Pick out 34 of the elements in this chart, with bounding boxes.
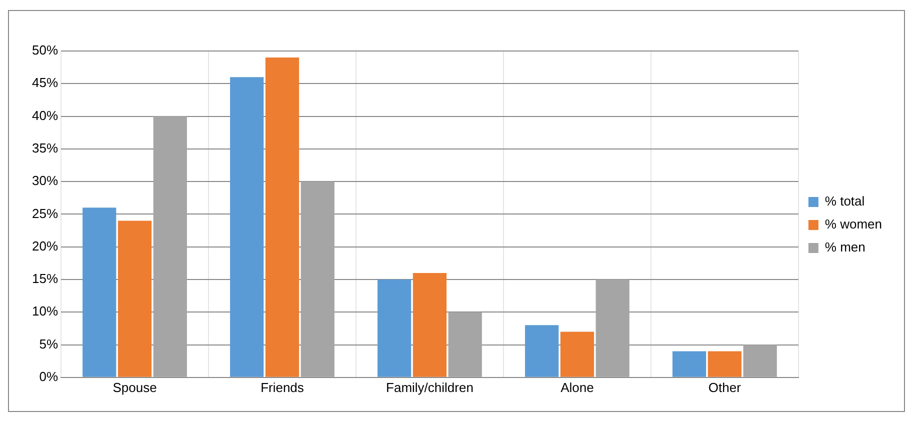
x-tick-label: Other [708, 380, 742, 395]
bar [378, 279, 412, 377]
legend-label: % total [824, 194, 865, 209]
y-tick-label: 25% [32, 206, 58, 221]
legend-label: % men [824, 240, 866, 255]
y-tick-label: 40% [32, 108, 58, 123]
bar [412, 272, 447, 377]
y-tick-label: 35% [32, 140, 58, 156]
bar [672, 351, 706, 377]
bar [743, 344, 777, 377]
y-tick-label: 50% [32, 42, 58, 58]
y-tick-label: 45% [32, 75, 58, 90]
bar [524, 325, 559, 377]
y-tick-label: 30% [32, 173, 58, 188]
y-tick-label: 20% [32, 238, 58, 254]
y-tick-label: 0% [39, 368, 58, 384]
bar [230, 77, 264, 377]
x-tick-label: Spouse [112, 380, 157, 395]
bar [708, 351, 742, 377]
bar [448, 312, 482, 377]
x-tick-label: Friends [260, 380, 304, 395]
y-tick-label: 5% [39, 336, 58, 352]
bar [300, 182, 334, 377]
bar [118, 220, 152, 377]
bar [596, 279, 630, 377]
bar [82, 208, 116, 377]
y-tick-label: 15% [32, 271, 58, 286]
x-tick-label: Family/children [386, 380, 474, 395]
bar [265, 58, 300, 377]
bar [560, 332, 594, 377]
y-tick-label: 10% [32, 304, 58, 319]
x-tick-label: Alone [560, 380, 594, 395]
bar [153, 116, 187, 377]
legend-label: % women [824, 216, 882, 232]
